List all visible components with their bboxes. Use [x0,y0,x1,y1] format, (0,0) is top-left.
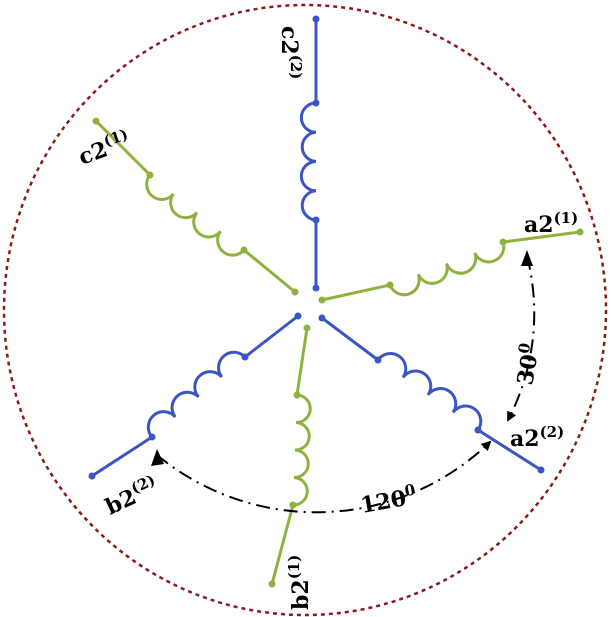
winding-b2-1-inner-lead [295,327,309,396]
winding-a2-2 [318,314,545,474]
winding-a2-1 [318,228,584,304]
winding-c2-1 [92,117,299,296]
winding-b2-1-terminal-dot [303,324,311,332]
winding-b2-2-terminal-dot [241,353,249,361]
winding-b2-2-outer-lead [91,435,153,478]
winding-a2-1-coil [388,241,506,297]
angle-arc-30 [507,255,536,422]
label-c2-1: c2(1) [74,125,134,170]
winding-b2-2-terminal-dot [148,433,156,441]
winding-b2-2-terminal-dot [88,472,96,480]
winding-c2-1-inner-lead [243,248,296,294]
arrowhead-120-left [151,449,164,466]
winding-a2-1-terminal-dot [576,228,584,236]
winding-b2-2-coil [146,350,247,438]
winding-c2-1-terminal-dot [240,246,248,254]
winding-c2-2-coil [299,101,317,222]
angle-label-30: 300 [509,342,545,387]
winding-c2-1-outer-lead [94,119,152,177]
stator-boundary-circle [2,3,608,617]
winding-b2-1 [268,324,312,588]
winding-c2-2 [299,15,320,292]
winding-b2-2 [88,312,302,480]
winding-a2-2-coil [376,352,483,431]
winding-b2-2-inner-lead [244,314,299,359]
winding-c2-2-terminal-dot [312,99,320,107]
winding-b2-1-terminal-dot [268,580,276,588]
winding-b2-1-coil [292,393,312,507]
label-b2-1: b2(1) [285,555,314,610]
winding-b2-1-terminal-dot [293,391,301,399]
winding-c2-1-coil [145,174,246,257]
winding-a2-2-outer-lead [477,428,542,472]
winding-a2-2-terminal-dot [374,356,382,364]
winding-c2-2-terminal-dot [312,216,320,224]
winding-b2-1-terminal-dot [289,501,297,509]
winding-a2-1-outer-lead [502,230,581,244]
angle-arc-120 [156,440,492,514]
winding-c2-2-terminal-dot [312,284,320,292]
winding-a2-2-terminal-dot [474,426,482,434]
winding-b2-2-terminal-dot [294,312,302,320]
winding-a2-1-inner-lead [321,283,391,302]
angle-label-120: 1200 [358,481,419,519]
winding-c2-1-terminal-dot [92,117,100,125]
label-a2-2: a2(2) [510,423,564,452]
winding-c2-2-terminal-dot [312,15,320,23]
winding-a2-2-inner-lead [321,316,379,362]
winding-c2-1-terminal-dot [146,171,154,179]
winding-a2-2-terminal-dot [537,466,545,474]
winding-c2-1-terminal-dot [291,288,299,296]
label-b2-2: b2(2) [100,471,162,521]
label-a2-1: a2(1) [524,209,578,238]
winding-a2-1-terminal-dot [499,238,507,246]
arrowhead-30-top [521,250,533,266]
winding-a2-2-terminal-dot [318,314,326,322]
winding-a2-1-terminal-dot [318,296,326,304]
winding-b2-1-outer-lead [270,504,295,585]
winding-a2-1-terminal-dot [386,281,394,289]
label-c2-2: c2(2) [276,26,305,79]
